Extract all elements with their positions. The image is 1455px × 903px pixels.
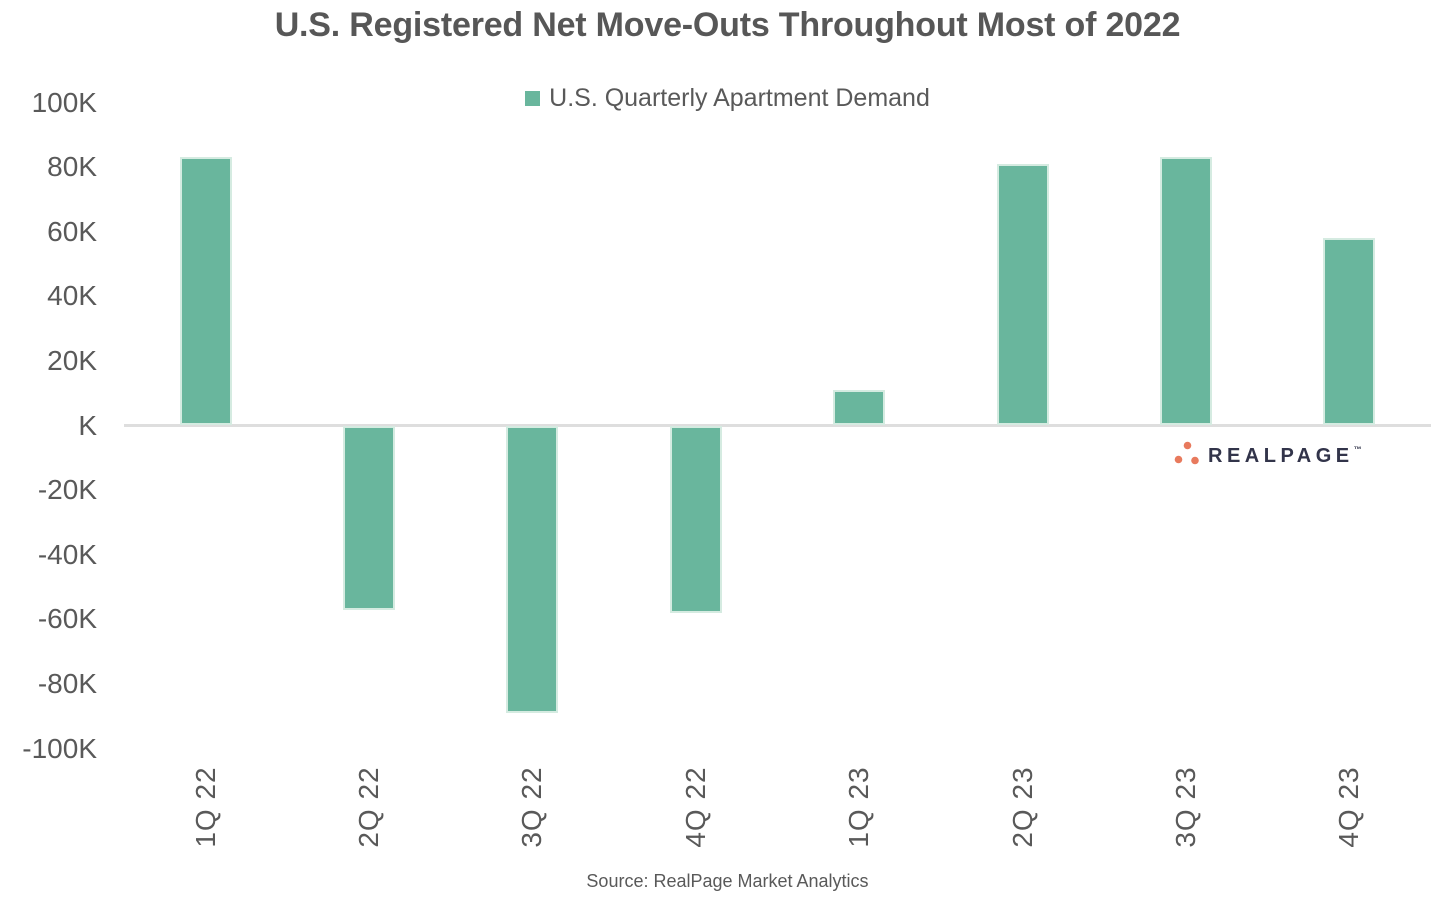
- x-axis-label-3q-22: 3Q 22: [516, 766, 548, 848]
- bar-1q-22: [179, 157, 232, 426]
- bar-4q-22: [669, 425, 722, 613]
- x-axis-label-3q-23: 3Q 23: [1169, 766, 1201, 848]
- y-axis-label-k: K: [78, 409, 97, 441]
- y-axis-label--40k: -40K: [37, 538, 97, 570]
- trademark-mark: ™: [1353, 445, 1362, 454]
- bar-2q-22: [343, 425, 396, 610]
- source-note: Source: RealPage Market Analytics: [586, 871, 869, 891]
- chart-title: U.S. Registered Net Move-Outs Throughout…: [274, 6, 1181, 44]
- x-axis-label-4q-23: 4Q 23: [1333, 766, 1365, 848]
- x-axis-label-1q-22: 1Q 22: [189, 766, 221, 848]
- y-axis-label-100k: 100K: [31, 86, 97, 118]
- y-axis-label-20k: 20K: [47, 344, 97, 376]
- y-axis-label--20k: -20K: [37, 474, 97, 506]
- legend-label: U.S. Quarterly Apartment Demand: [549, 84, 930, 112]
- bar-4q-23: [1323, 238, 1376, 426]
- y-axis-label--80k: -80K: [37, 667, 97, 699]
- y-axis-label--100k: -100K: [22, 732, 97, 764]
- y-axis-label-80k: 80K: [47, 151, 97, 183]
- realpage-logo-text: REALPAGE™: [1208, 445, 1362, 467]
- zero-axis-line: [124, 424, 1431, 427]
- y-axis-label-40k: 40K: [47, 280, 97, 312]
- y-axis-label--60k: -60K: [37, 603, 97, 635]
- x-axis-label-2q-22: 2Q 22: [353, 766, 385, 848]
- realpage-logo-dots-icon: [1174, 441, 1199, 465]
- legend: U.S. Quarterly Apartment Demand: [0, 84, 1455, 112]
- x-axis-label-2q-23: 2Q 23: [1006, 766, 1038, 848]
- y-axis-label-60k: 60K: [47, 215, 97, 247]
- x-axis-label-4q-22: 4Q 22: [679, 766, 711, 848]
- bar-2q-23: [996, 163, 1049, 426]
- realpage-logo: REALPAGE™: [1174, 438, 1362, 468]
- legend-swatch-icon: [525, 90, 541, 106]
- x-axis-label-1q-23: 1Q 23: [843, 766, 875, 848]
- bar-3q-22: [506, 425, 559, 713]
- bar-1q-23: [833, 389, 886, 426]
- bar-3q-23: [1159, 157, 1212, 426]
